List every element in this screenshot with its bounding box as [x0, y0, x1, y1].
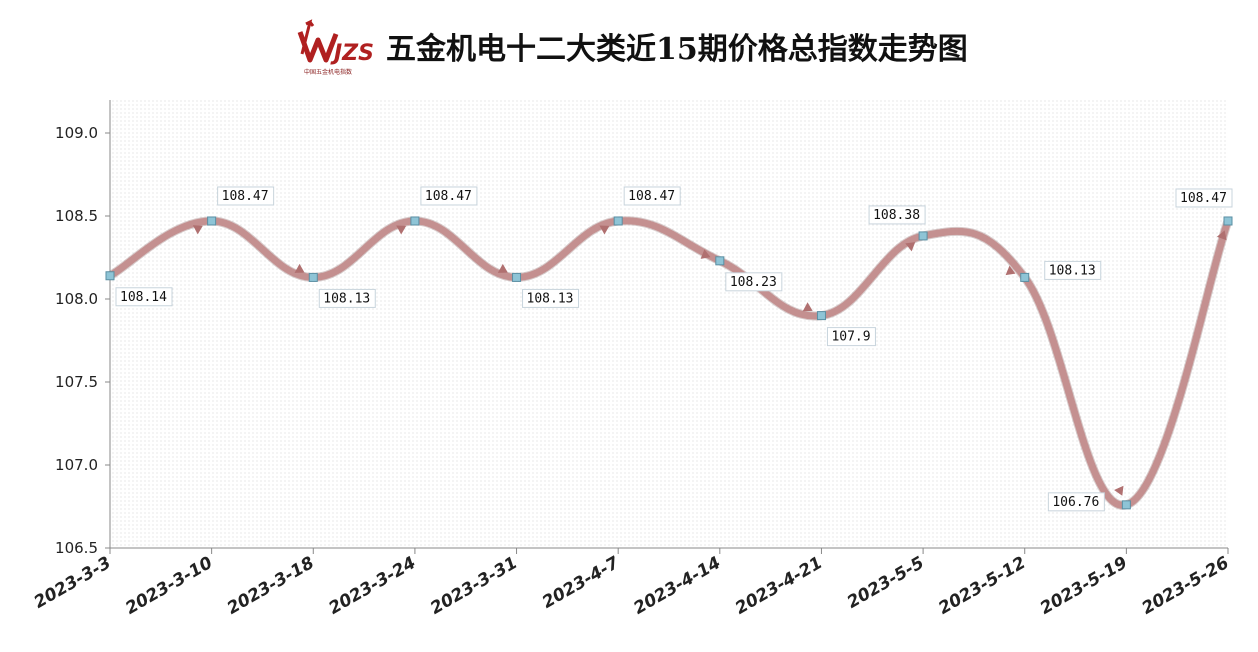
data-label-text: 108.47 — [1180, 191, 1227, 206]
data-label: 107.9 — [826, 327, 876, 347]
x-tick-label: 2023-5-12 — [935, 553, 1029, 619]
chart-header: JZS 中国五金机电指数 五金机电十二大类近15期价格总指数走势图 — [296, 14, 968, 78]
data-marker — [816, 311, 826, 321]
data-label-text: 107.9 — [831, 330, 870, 345]
segment-arrowhead — [700, 249, 711, 259]
y-tick-label: 108.0 — [55, 290, 98, 308]
data-marker — [207, 216, 217, 226]
chart-title: 五金机电十二大类近15期价格总指数走势图 — [386, 32, 968, 67]
data-marker — [1020, 272, 1030, 282]
data-label-box — [217, 186, 275, 206]
data-label: 106.76 — [1047, 492, 1105, 512]
data-marker — [1223, 216, 1233, 226]
segment-arrowhead — [396, 225, 407, 235]
data-label: 108.13 — [522, 288, 580, 308]
data-label-box — [1044, 260, 1102, 280]
svg-text:JZS: JZS — [330, 41, 374, 66]
data-label: 108.13 — [318, 288, 376, 308]
y-tick-label: 108.5 — [55, 207, 98, 225]
data-label-box — [522, 288, 580, 308]
y-tick-label: 106.5 — [55, 539, 98, 557]
segment-arrowhead — [802, 302, 813, 312]
data-marker — [308, 272, 318, 282]
x-tick-label: 2023-3-10 — [122, 553, 216, 619]
data-label-text: 108.47 — [222, 189, 269, 204]
data-label-box — [1175, 188, 1233, 208]
data-label-box — [115, 287, 173, 307]
x-tick-label: 2023-5-26 — [1139, 553, 1233, 619]
data-label: 108.47 — [217, 186, 275, 206]
y-tick-label: 109.0 — [55, 124, 98, 142]
data-label: 108.47 — [1175, 188, 1233, 208]
data-label-box — [623, 186, 681, 206]
data-label: 108.14 — [115, 287, 173, 307]
logo-subtext: 中国五金机电指数 — [304, 69, 353, 76]
segment-arrowhead — [497, 263, 508, 273]
x-tick-label: 2023-4-21 — [732, 553, 826, 619]
data-label-text: 108.13 — [1049, 263, 1096, 278]
data-label-text: 106.76 — [1052, 495, 1099, 510]
data-label: 108.47 — [623, 186, 681, 206]
segment-arrowhead — [905, 242, 916, 252]
data-marker — [512, 272, 522, 282]
x-tick-label: 2023-3-24 — [325, 553, 419, 619]
x-tick-label: 2023-4-7 — [539, 553, 623, 613]
data-marker — [410, 216, 420, 226]
segment-arrowhead — [1216, 230, 1227, 241]
y-tick-label: 107.5 — [55, 373, 98, 391]
x-tick-label: 2023-3-18 — [224, 553, 318, 619]
y-axis-ticks: 106.5 107.0 107.5 108.0 108.5 109.0 — [55, 124, 110, 557]
plot-area — [110, 100, 1228, 548]
segment-arrowhead — [294, 263, 305, 273]
x-axis-ticks: 2023-3-3 2023-3-10 2023-3-18 2023-3-24 2023-… — [31, 548, 1233, 619]
data-label: 108.13 — [1044, 260, 1102, 280]
data-marker — [105, 271, 115, 281]
data-label-text: 108.47 — [425, 189, 472, 204]
data-label-box — [318, 288, 376, 308]
data-labels: 108.14 108.47 108.13 108.47 108.13 108.47 108.… — [115, 186, 1233, 512]
data-label-text: 108.13 — [527, 291, 574, 306]
x-tick-label: 2023-3-3 — [31, 553, 115, 613]
x-tick-label: 2023-5-19 — [1037, 553, 1131, 619]
data-label-box — [868, 205, 926, 225]
data-marker — [1121, 500, 1131, 510]
axes — [109, 100, 1228, 549]
y-tick-label: 107.0 — [55, 456, 98, 474]
segment-arrowhead — [1114, 485, 1124, 496]
data-marker — [715, 256, 725, 266]
data-label: 108.47 — [420, 186, 478, 206]
data-label-box — [1047, 492, 1105, 512]
segment-arrowhead — [192, 225, 203, 235]
x-tick-label: 2023-4-14 — [630, 553, 724, 619]
data-label-text: 108.14 — [120, 290, 167, 305]
data-label-text: 108.23 — [730, 275, 777, 290]
data-label-box — [826, 327, 876, 347]
data-markers — [105, 216, 1233, 510]
x-tick-label: 2023-3-31 — [427, 553, 521, 619]
data-label: 108.38 — [868, 205, 926, 225]
segment-arrowhead — [599, 225, 610, 235]
data-label-text: 108.13 — [323, 291, 370, 306]
segment-arrowhead — [1005, 265, 1016, 276]
data-marker — [613, 216, 623, 226]
data-label-text: 108.47 — [628, 189, 675, 204]
data-label: 108.23 — [725, 272, 783, 292]
data-marker — [918, 231, 928, 241]
data-label-text: 108.38 — [873, 208, 920, 223]
data-label-box — [420, 186, 478, 206]
wjzs-logo: JZS 中国五金机电指数 — [296, 14, 378, 78]
data-label-box — [725, 272, 783, 292]
x-tick-label: 2023-5-5 — [844, 553, 928, 613]
